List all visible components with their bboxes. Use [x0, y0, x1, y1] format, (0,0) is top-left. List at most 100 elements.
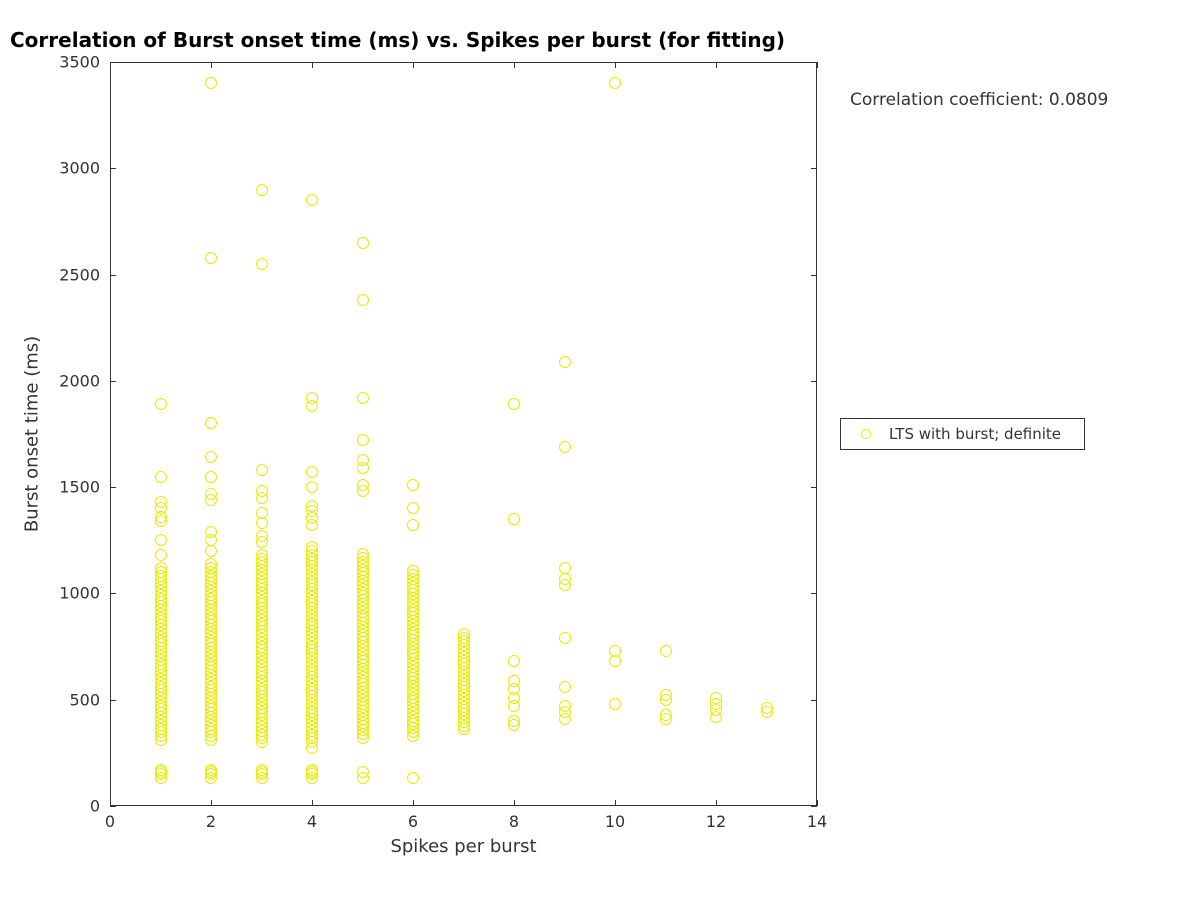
- data-point: [559, 562, 571, 574]
- y-tick-label: 1500: [50, 478, 100, 497]
- data-point: [306, 742, 318, 754]
- data-point: [205, 526, 217, 538]
- data-point: [559, 573, 571, 585]
- figure: Correlation of Burst onset time (ms) vs.…: [0, 0, 1200, 900]
- data-point: [256, 549, 268, 561]
- data-point: [256, 464, 268, 476]
- y-tick-label: 500: [50, 690, 100, 709]
- y-axis-label: Burst onset time (ms): [22, 336, 43, 532]
- data-point: [407, 502, 419, 514]
- data-point: [357, 237, 369, 249]
- data-point: [609, 645, 621, 657]
- correlation-annotation: Correlation coefficient: 0.0809: [850, 90, 1108, 110]
- legend-marker-icon: [861, 429, 871, 439]
- x-tick: [413, 800, 414, 806]
- data-point: [205, 545, 217, 557]
- legend: LTS with burst; definite: [840, 418, 1085, 450]
- data-point: [407, 479, 419, 491]
- data-point: [559, 441, 571, 453]
- data-point: [155, 398, 167, 410]
- y-tick: [811, 381, 817, 382]
- y-tick-label: 2500: [50, 265, 100, 284]
- x-tick-label: 10: [605, 812, 625, 831]
- data-point: [205, 488, 217, 500]
- x-tick-label: 0: [105, 812, 115, 831]
- y-tick: [811, 806, 817, 807]
- y-tick: [811, 275, 817, 276]
- data-point: [306, 500, 318, 512]
- y-tick-label: 3500: [50, 53, 100, 72]
- data-point: [660, 645, 672, 657]
- x-tick: [413, 62, 414, 68]
- data-point: [508, 513, 520, 525]
- data-point: [508, 715, 520, 727]
- y-tick-label: 3000: [50, 159, 100, 178]
- x-tick-label: 14: [807, 812, 827, 831]
- data-point: [559, 356, 571, 368]
- y-tick: [110, 487, 116, 488]
- data-point: [407, 565, 419, 577]
- data-point: [306, 481, 318, 493]
- data-point: [508, 675, 520, 687]
- data-point: [306, 392, 318, 404]
- data-point: [306, 194, 318, 206]
- y-tick: [110, 381, 116, 382]
- y-tick: [811, 168, 817, 169]
- x-tick: [716, 800, 717, 806]
- x-tick-label: 8: [509, 812, 519, 831]
- y-tick: [811, 700, 817, 701]
- x-tick: [514, 800, 515, 806]
- data-point: [205, 764, 217, 776]
- data-point: [155, 549, 167, 561]
- legend-label: LTS with burst; definite: [889, 425, 1061, 443]
- data-point: [609, 655, 621, 667]
- x-tick-label: 4: [307, 812, 317, 831]
- data-point: [155, 562, 167, 574]
- y-tick: [110, 168, 116, 169]
- y-tick: [110, 62, 116, 63]
- x-axis-label: Spikes per burst: [390, 836, 536, 857]
- data-point: [357, 548, 369, 560]
- data-point: [306, 466, 318, 478]
- data-point: [306, 541, 318, 553]
- data-point: [559, 700, 571, 712]
- data-point: [609, 698, 621, 710]
- x-tick: [817, 800, 818, 806]
- chart-title: Correlation of Burst onset time (ms) vs.…: [10, 28, 785, 52]
- data-point: [357, 392, 369, 404]
- x-tick: [514, 62, 515, 68]
- x-tick: [615, 800, 616, 806]
- y-tick: [110, 700, 116, 701]
- data-point: [205, 77, 217, 89]
- data-point: [357, 479, 369, 491]
- y-tick: [110, 806, 116, 807]
- data-point: [205, 558, 217, 570]
- data-point: [508, 655, 520, 667]
- data-point: [256, 530, 268, 542]
- y-tick: [110, 275, 116, 276]
- data-point: [660, 709, 672, 721]
- y-tick: [110, 593, 116, 594]
- x-tick: [312, 800, 313, 806]
- data-point: [256, 184, 268, 196]
- data-point: [710, 692, 722, 704]
- x-tick: [211, 62, 212, 68]
- data-point: [155, 534, 167, 546]
- data-point: [256, 485, 268, 497]
- y-tick: [811, 487, 817, 488]
- data-point: [357, 454, 369, 466]
- data-point: [559, 632, 571, 644]
- y-tick-label: 0: [50, 797, 100, 816]
- data-point: [357, 766, 369, 778]
- data-point: [155, 496, 167, 508]
- data-point: [256, 258, 268, 270]
- y-tick: [811, 62, 817, 63]
- data-point: [458, 628, 470, 640]
- data-point: [357, 434, 369, 446]
- data-point: [660, 689, 672, 701]
- data-point: [357, 294, 369, 306]
- data-point: [761, 702, 773, 714]
- data-point: [407, 772, 419, 784]
- y-tick-label: 2000: [50, 371, 100, 390]
- data-point: [205, 417, 217, 429]
